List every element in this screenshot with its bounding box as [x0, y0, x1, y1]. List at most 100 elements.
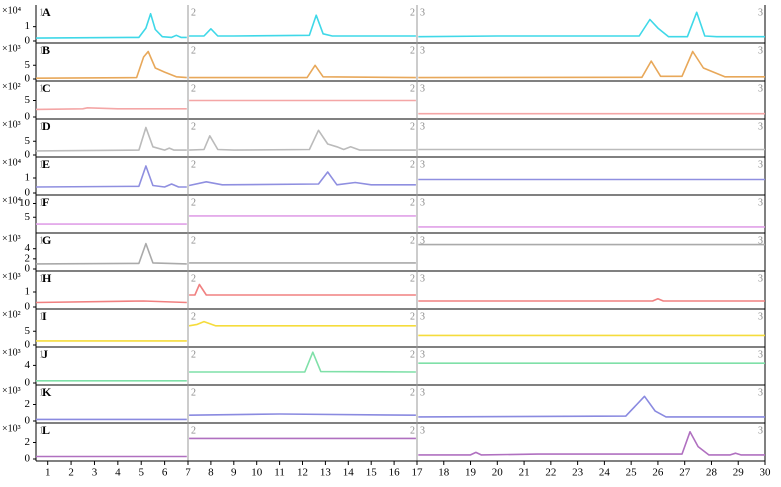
y-tick-label: 0: [25, 187, 31, 199]
x-tick-label: 14: [343, 467, 355, 479]
y-tick-label: 0: [25, 339, 31, 351]
panel-title: A: [42, 5, 51, 19]
y-tick-label: 4: [25, 359, 31, 371]
segment-label: 1: [39, 425, 44, 436]
y-tick-label: 5: [25, 135, 31, 147]
trace: [35, 50, 765, 79]
trace: [36, 351, 765, 382]
panel-title: I: [42, 309, 47, 323]
x-tick-label: 29: [733, 467, 745, 479]
segment-label: 3: [758, 387, 763, 398]
panel-title: G: [42, 233, 51, 247]
segment-label: 2: [410, 425, 415, 436]
segment-label: 2: [191, 273, 196, 284]
panel-title: B: [42, 43, 50, 57]
x-tick-label: 10: [251, 467, 263, 479]
y-tick-label: 0: [25, 301, 31, 313]
scale-label: ×10²: [2, 81, 21, 92]
x-tick-label: 11: [274, 467, 285, 479]
trace: [35, 242, 765, 265]
segment-label: 3: [758, 273, 763, 284]
x-tick-label: 13: [320, 467, 332, 479]
panel-title: K: [42, 385, 52, 399]
scale-label: ×10²: [2, 309, 21, 320]
panel-title: H: [42, 271, 52, 285]
segment-label: 2: [410, 197, 415, 208]
segment-label: 3: [758, 121, 763, 132]
x-tick-label: 23: [572, 467, 584, 479]
scale-label: ×10³: [2, 43, 21, 54]
x-tick-label: 30: [760, 467, 772, 479]
x-tick-label: 6: [162, 467, 168, 479]
x-tick-label: 3: [92, 467, 98, 479]
x-tick-label: 24: [599, 467, 611, 479]
segment-label: 3: [420, 387, 425, 398]
x-tick-label: 4: [115, 467, 121, 479]
segment-label: 1: [39, 7, 44, 18]
segment-label: 3: [420, 197, 425, 208]
y-tick-label: 1: [25, 286, 31, 298]
trace: [35, 283, 765, 304]
segment-label: 2: [191, 387, 196, 398]
segment-label: 2: [410, 349, 415, 360]
segment-label: 2: [410, 273, 415, 284]
trace: [36, 215, 765, 228]
segment-label: 3: [420, 45, 425, 56]
segment-label: 2: [191, 235, 196, 246]
segment-label: 2: [410, 235, 415, 246]
segment-label: 2: [410, 7, 415, 18]
segment-label: 3: [758, 83, 763, 94]
y-tick-label: 0: [25, 73, 31, 85]
segment-label: 1: [39, 121, 44, 132]
segment-label: 1: [39, 273, 44, 284]
y-tick-label: 0: [25, 35, 31, 47]
segment-label: 3: [420, 121, 425, 132]
x-tick-label: 15: [366, 467, 378, 479]
segment-label: 2: [191, 45, 196, 56]
segment-label: 2: [410, 121, 415, 132]
segment-label: 3: [420, 311, 425, 322]
segment-label: 1: [39, 235, 44, 246]
y-tick-label: 0: [25, 263, 31, 275]
segment-label: 3: [758, 349, 763, 360]
segment-label: 3: [758, 197, 763, 208]
y-tick-label: 4: [25, 242, 31, 254]
y-tick-label: 5: [25, 94, 31, 106]
segment-label: 2: [191, 121, 196, 132]
x-tick-label: 28: [706, 467, 718, 479]
segment-label: 1: [39, 311, 44, 322]
segment-label: 1: [39, 159, 44, 170]
panel-title: F: [42, 195, 49, 209]
y-tick-label: 10: [19, 197, 31, 209]
segment-label: 2: [410, 311, 415, 322]
segment-label: 3: [758, 235, 763, 246]
segment-label: 1: [39, 45, 44, 56]
x-tick-label: 27: [679, 467, 691, 479]
x-tick-label: 21: [519, 467, 530, 479]
y-tick-label: 0: [25, 377, 31, 389]
panel-title: J: [42, 347, 48, 361]
y-tick-label: 0: [25, 149, 31, 161]
y-tick-label: 0: [25, 415, 31, 427]
scale-label: ×10³: [2, 119, 21, 130]
segment-label: 1: [39, 387, 44, 398]
x-tick-label: 9: [231, 467, 237, 479]
y-tick-label: 5: [25, 59, 31, 71]
segment-label: 2: [410, 45, 415, 56]
segment-label: 2: [191, 197, 196, 208]
trace: [36, 395, 765, 421]
panel-title: L: [42, 423, 50, 437]
scale-label: ×10³: [2, 347, 21, 358]
segment-label: 2: [191, 349, 196, 360]
y-tick-label: 1: [25, 20, 31, 32]
segment-label: 1: [39, 197, 44, 208]
x-tick-label: 2: [68, 467, 74, 479]
x-tick-label: 20: [492, 467, 504, 479]
x-tick-label: 1: [45, 467, 51, 479]
x-tick-label: 8: [208, 467, 214, 479]
segment-label: 3: [758, 425, 763, 436]
scale-label: ×10³: [2, 271, 21, 282]
x-tick-label: 22: [545, 467, 556, 479]
segment-label: 1: [39, 83, 44, 94]
